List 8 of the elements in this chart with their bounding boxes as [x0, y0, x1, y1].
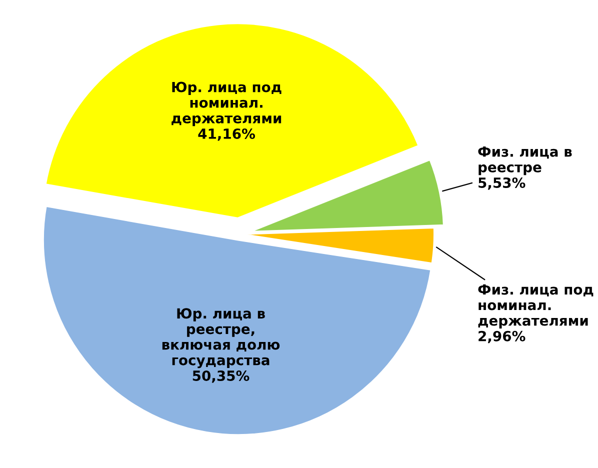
slice-label: Физ. лица в реестре: [478, 146, 572, 176]
slice-label: Физ. лица под номинал. держателями: [478, 284, 594, 328]
data-label: 2,96%: [478, 330, 526, 344]
slice-label: Юр. лица в реестре, включая долю государства: [162, 308, 280, 368]
data-label: 5,53%: [478, 177, 526, 190]
data-label: 50,35%: [192, 370, 250, 383]
slice-label: Юр. лица под номинал. держателями: [172, 82, 282, 126]
data-label: 41,16%: [198, 128, 256, 141]
